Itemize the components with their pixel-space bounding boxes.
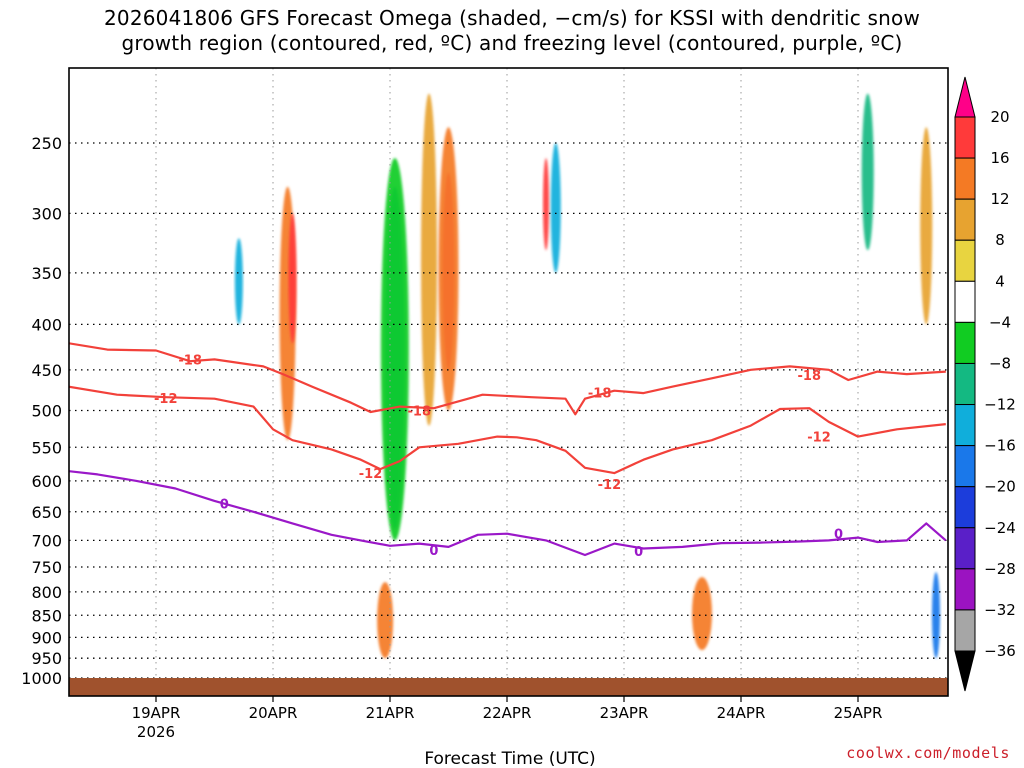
y-tick-label: 650 (31, 503, 62, 522)
colorbar-tick-label: −20 (984, 478, 1016, 496)
y-tick-label: 950 (31, 649, 62, 668)
colorbar-segment (954, 362, 976, 406)
contour-label: -18 (798, 369, 822, 384)
colorbar-segment (954, 486, 976, 529)
y-tick-label: 800 (31, 583, 62, 602)
colorbar-tick-label: 16 (990, 149, 1009, 167)
y-tick-label: 400 (31, 315, 62, 334)
colorbar-tick-label: −8 (989, 354, 1011, 372)
contour-label: 0 (634, 545, 643, 560)
colorbar-tick-label: 12 (990, 190, 1009, 208)
y-tick-label: 700 (31, 531, 62, 550)
omega-cell (234, 238, 243, 325)
contour-label: 0 (220, 497, 229, 512)
colorbar-tick-label: −32 (984, 601, 1016, 619)
x-tick-label: 25APR (834, 704, 883, 722)
colorbar-top-arrow (954, 76, 976, 118)
x-tick-label: 21APR (366, 704, 415, 722)
colorbar-segment (954, 321, 976, 364)
colorbar-segment (954, 527, 976, 570)
colorbar-segment (954, 116, 976, 159)
colorbar-segment (954, 445, 976, 488)
omega-cell (438, 127, 459, 411)
colorbar-tick-label: 4 (995, 272, 1005, 290)
plot-frame (68, 67, 949, 697)
x-tick-label: 22APR (483, 704, 532, 722)
y-tick-label: 850 (31, 606, 62, 625)
x-tick-label: 20APR (249, 704, 298, 722)
contour-label: -12 (807, 431, 831, 446)
y-tick-label: 1000 (21, 669, 62, 688)
x-axis-label: Forecast Time (UTC) (424, 749, 595, 768)
y-axis: 250 300 350 400 450 500 550 600 650 700 750 800 850 9… (21, 134, 62, 688)
omega-cell (543, 158, 549, 251)
colorbar-tick-label: −36 (984, 642, 1016, 660)
ground-surface (69, 678, 948, 696)
colorbar-tick-label: −24 (984, 519, 1016, 537)
contour-label: 0 (834, 528, 843, 543)
colorbar-tick-label: 8 (995, 231, 1005, 249)
colorbar-segment (954, 609, 976, 652)
y-tick-label: 250 (31, 134, 62, 153)
colorbar-bottom-arrow (954, 650, 976, 692)
contour-line (69, 385, 946, 475)
omega-cell (861, 93, 874, 251)
colorbar-segment (954, 404, 976, 447)
x-tick-label: 23APR (600, 704, 649, 722)
colorbar-tick-label: −16 (984, 437, 1016, 455)
colorbar-tick-label: −28 (984, 560, 1016, 578)
colorbar-segment (954, 198, 976, 241)
contour-label: 0 (429, 544, 438, 559)
y-tick-label: 350 (31, 264, 62, 283)
site-credit: coolwx.com/models (846, 744, 1010, 762)
chart-title-line-1: 2026041806 GFS Forecast Omega (shaded, −… (103, 6, 921, 30)
y-tick-label: 550 (31, 438, 62, 457)
x-tick-label: 24APR (717, 704, 766, 722)
omega-cell (421, 93, 437, 426)
colorbar-tick-label: −4 (989, 313, 1011, 331)
colorbar-tick-label: 20 (990, 108, 1009, 126)
contour-line (69, 470, 947, 557)
contour-label: -12 (359, 467, 383, 482)
contour-label: -18 (408, 405, 432, 420)
omega-cell (380, 158, 409, 541)
y-tick-label: 300 (31, 204, 62, 223)
contour-layer: -18 -18 -18 -18 -12 -12 -12 -12 0 0 0 0 (69, 342, 947, 560)
x-tick-sublabel: 2026 (137, 723, 175, 741)
chart-title-line-2: growth region (contoured, red, ºC) and f… (121, 31, 903, 55)
y-tick-label: 900 (31, 628, 62, 647)
x-tick-label: 19APR (132, 704, 181, 722)
colorbar-tick-label: −12 (984, 396, 1016, 414)
omega-cell (377, 582, 394, 659)
y-tick-label: 450 (31, 361, 62, 380)
contour-line (69, 342, 946, 416)
colorbar-segment (954, 157, 976, 200)
omega-cell (550, 143, 561, 273)
omega-cell (920, 127, 933, 325)
contour-label: -18 (588, 386, 612, 401)
y-tick-label: 500 (31, 402, 62, 421)
colorbar-segment (954, 280, 976, 323)
y-tick-label: 600 (31, 472, 62, 491)
contour-label: -12 (154, 392, 178, 407)
colorbar-segment (954, 239, 976, 282)
omega-cell (932, 572, 940, 659)
contour-label: -12 (598, 478, 622, 493)
y-tick-label: 750 (31, 558, 62, 577)
omega-cell (692, 577, 712, 650)
omega-cell (288, 213, 297, 344)
colorbar-segment (954, 568, 976, 611)
contour-label: -18 (178, 353, 202, 368)
colorbar: 20 16 12 8 4 −4 −8 −12 −16 −20 −24 −28 −32 −36 (954, 76, 1016, 692)
